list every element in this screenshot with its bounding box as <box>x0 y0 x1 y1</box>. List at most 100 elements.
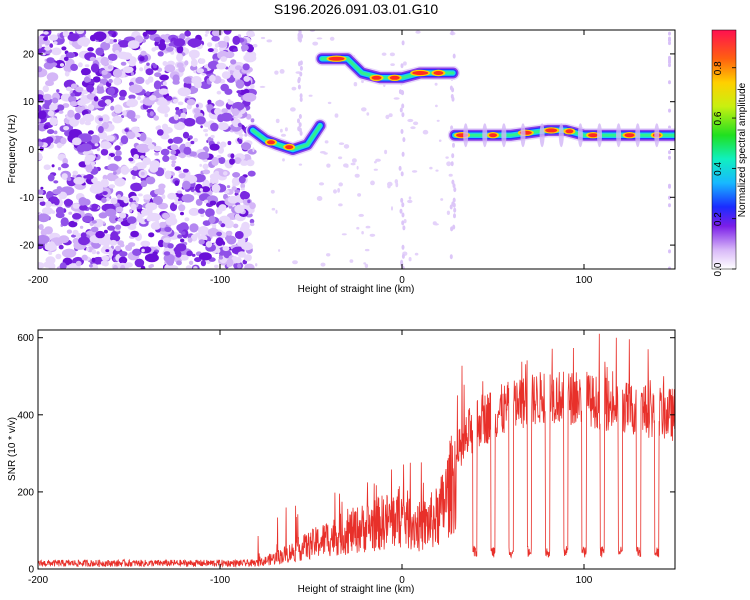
noise-blob <box>216 62 227 70</box>
noise-blob <box>80 232 87 239</box>
noise-blob <box>191 76 202 85</box>
noise-blob <box>209 200 217 206</box>
streak-dot <box>299 71 303 77</box>
noise-speck <box>446 210 450 215</box>
snr-y-tick-label: 0 <box>28 565 34 576</box>
noise-blob <box>38 196 45 202</box>
streak-dot <box>402 137 406 143</box>
noise-blob <box>204 179 209 183</box>
noise-blob <box>174 180 180 187</box>
noise-blob <box>178 66 185 73</box>
noise-blob <box>53 180 59 184</box>
noise-speck <box>415 30 421 34</box>
noise-blob <box>49 196 59 203</box>
noise-blob <box>107 155 112 160</box>
noise-blob <box>234 157 242 165</box>
noise-blob <box>46 57 55 64</box>
streak-dot <box>451 153 455 159</box>
streak-dot <box>668 41 671 46</box>
noise-blob <box>52 189 61 195</box>
noise-speck <box>327 101 332 105</box>
noise-blob <box>43 124 49 130</box>
noise-blob <box>194 257 202 263</box>
noise-blob <box>244 133 248 137</box>
noise-blob <box>198 226 209 236</box>
noise-blob <box>187 38 202 48</box>
spectrogram-y-label: Frequency (Hz) <box>7 115 18 184</box>
noise-speck <box>435 169 439 172</box>
noise-blob <box>145 176 156 185</box>
noise-speck <box>429 166 433 170</box>
noise-blob <box>176 260 182 266</box>
streak-dot <box>298 61 301 67</box>
streak-dot <box>668 38 671 43</box>
snr-x-ticks: -200 -100 0 100 <box>28 330 593 586</box>
noise-speck <box>266 39 273 43</box>
noise-blob <box>38 224 44 230</box>
noise-blob <box>123 196 129 204</box>
noise-blob <box>174 166 182 171</box>
noise-blob <box>43 31 49 35</box>
streak-dot <box>401 112 405 118</box>
noise-blob <box>231 176 241 186</box>
noise-blob <box>158 202 169 210</box>
noise-blob <box>234 231 244 239</box>
noise-blob <box>90 226 99 233</box>
noise-blob <box>101 70 108 75</box>
noise-blob <box>193 108 201 114</box>
noise-blob <box>38 43 43 49</box>
noise-blob <box>218 206 222 210</box>
noise-blob <box>154 152 160 156</box>
streak-dot <box>297 118 300 124</box>
hot-spot <box>285 145 294 150</box>
noise-blob <box>216 231 223 237</box>
streak-dot <box>668 55 671 60</box>
streak-dot <box>668 155 671 160</box>
noise-blob <box>65 86 73 92</box>
noise-blob <box>102 240 110 247</box>
noise-blob <box>149 95 157 101</box>
noise-speck <box>390 63 395 66</box>
noise-speck <box>408 196 412 200</box>
noise-speck <box>375 158 381 162</box>
noise-blob <box>130 203 137 211</box>
noise-blob <box>204 133 208 137</box>
noise-speck <box>345 164 349 168</box>
noise-blob <box>181 194 195 203</box>
noise-blob <box>180 254 189 261</box>
noise-blob <box>182 131 190 139</box>
noise-blob <box>209 182 213 187</box>
noise-blob <box>40 228 48 237</box>
noise-blob <box>167 243 174 249</box>
noise-blob <box>172 136 183 144</box>
noise-blob <box>132 248 142 256</box>
hot-spot <box>412 71 429 75</box>
noise-blob <box>162 212 170 219</box>
noise-blob <box>134 258 145 268</box>
noise-blob <box>171 162 176 168</box>
streak-dot <box>400 129 404 134</box>
noise-blob <box>215 237 224 247</box>
noise-blob <box>104 36 111 44</box>
streak-dot <box>451 179 455 185</box>
noise-blob <box>176 53 184 62</box>
noise-blob <box>209 143 220 151</box>
colorbar-tick-label: 0.4 <box>713 161 724 175</box>
streak-dot <box>401 40 405 46</box>
noise-blob <box>152 251 158 256</box>
noise-blob <box>221 71 231 79</box>
noise-blob <box>198 239 205 245</box>
noise-blob <box>227 99 231 102</box>
streak-dot <box>668 31 671 36</box>
noise-blob <box>178 204 186 212</box>
noise-blob <box>162 126 173 134</box>
noise-blob <box>43 61 54 70</box>
noise-blob <box>241 221 250 231</box>
band-spread <box>482 123 488 148</box>
noise-blob <box>76 30 85 35</box>
noise-blob <box>81 71 86 75</box>
noise-blob <box>38 141 44 147</box>
noise-blob <box>139 67 144 72</box>
noise-speck <box>329 36 335 41</box>
noise-blob <box>152 64 158 69</box>
